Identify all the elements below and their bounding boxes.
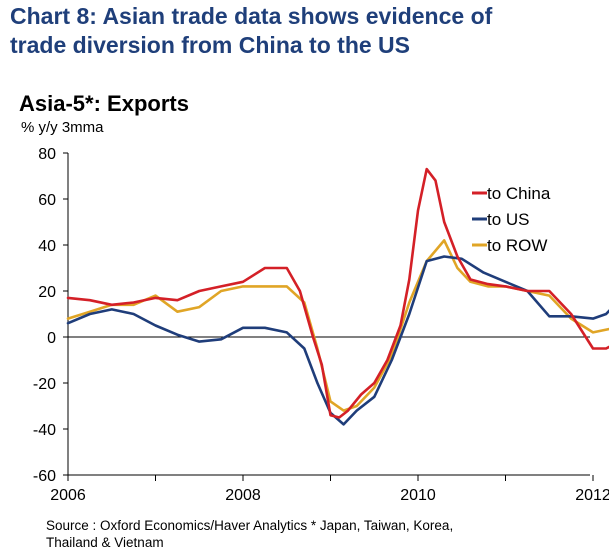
legend-label-to-row: to ROW	[487, 236, 547, 255]
chart-title: Asia-5*: Exports	[19, 91, 189, 116]
y-tick-label: 0	[47, 330, 56, 347]
x-tick-label: 2006	[50, 487, 86, 504]
y-tick-label: 60	[38, 192, 56, 209]
y-axis-label: % y/y 3mma	[21, 119, 104, 136]
y-tick-label: -20	[33, 376, 56, 393]
chart-main-title: Chart 8: Asian trade data shows evidence…	[10, 2, 600, 60]
legend: to China to US to ROW	[472, 184, 551, 255]
x-tick-label: 2012	[575, 487, 609, 504]
legend-label-to-china: to China	[487, 184, 551, 203]
y-tick-label: 40	[38, 238, 56, 255]
y-tick-label: -60	[33, 468, 56, 485]
source-note: Source : Oxford Economics/Haver Analytic…	[46, 517, 596, 551]
series-line-to-row	[66, 239, 609, 412]
source-line-2: Thailand & Vietnam	[46, 535, 164, 550]
x-tick-label: 2010	[400, 487, 436, 504]
series-line-to-china	[66, 167, 609, 419]
y-tick-label: -40	[33, 422, 56, 439]
legend-label-to-us: to US	[487, 210, 530, 229]
axes-layer: 806040200-20-40-602006200820102012201420…	[33, 146, 609, 504]
x-tick-label: 2008	[225, 487, 261, 504]
title-line-2: trade diversion from China to the US	[10, 32, 410, 58]
series-line-to-us	[66, 255, 609, 426]
source-line-1: Source : Oxford Economics/Haver Analytic…	[46, 518, 454, 533]
y-tick-label: 20	[38, 284, 56, 301]
series-layer	[66, 167, 609, 426]
y-tick-label: 80	[38, 146, 56, 163]
title-line-1: Chart 8: Asian trade data shows evidence…	[10, 3, 493, 29]
